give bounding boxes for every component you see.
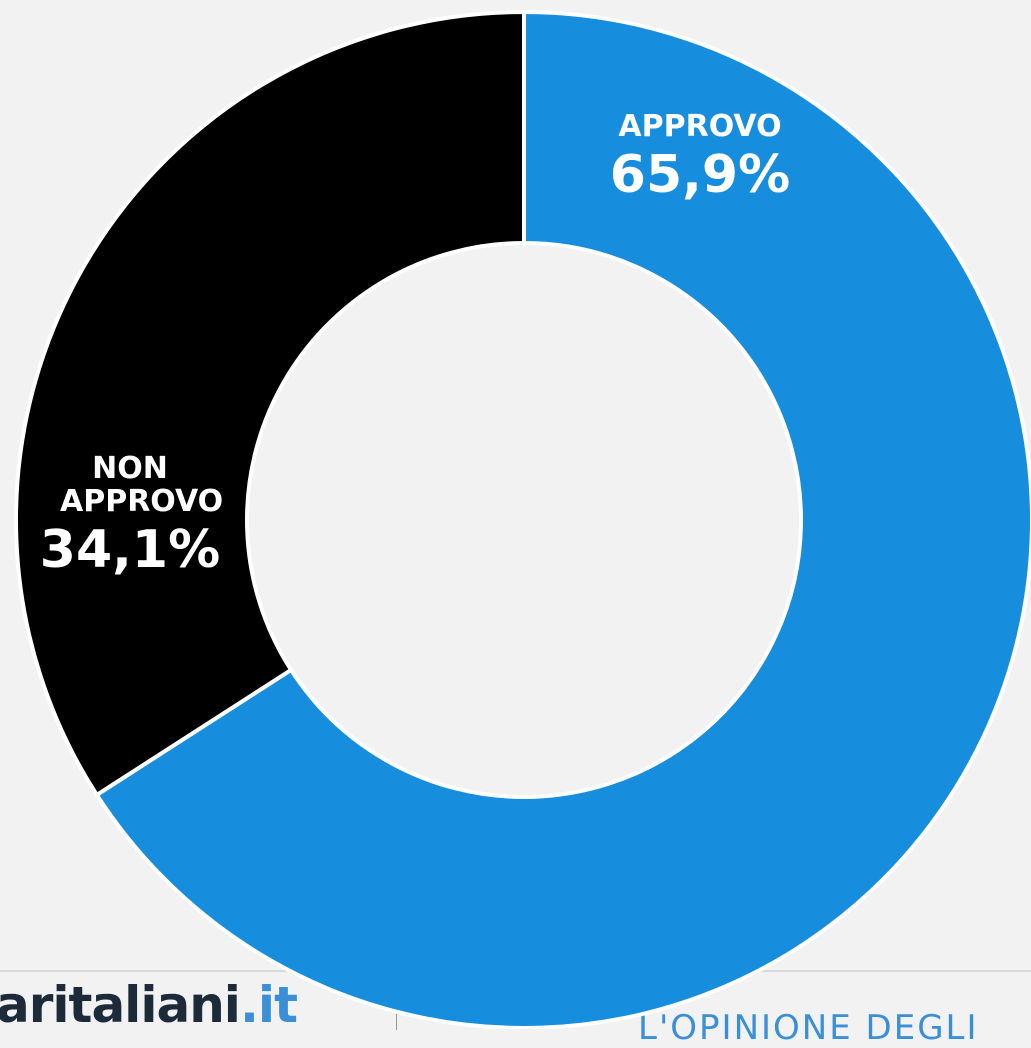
category-label: APPROVO (618, 109, 782, 144)
slice-label: NON APPROVO 34,1% (20, 452, 240, 583)
logo: aritaliani.it (0, 976, 298, 1034)
donut-slice (94, 9, 1031, 1029)
value-label: 65,9% (609, 145, 791, 205)
logo-text: aritaliani (0, 976, 241, 1034)
value-label: 34,1% (39, 520, 221, 580)
category-label: NON APPROVO (60, 451, 224, 519)
slice-label: APPROVO 65,9% (580, 110, 820, 208)
donut-slice (14, 9, 526, 798)
logo-suffix: .it (239, 976, 298, 1034)
